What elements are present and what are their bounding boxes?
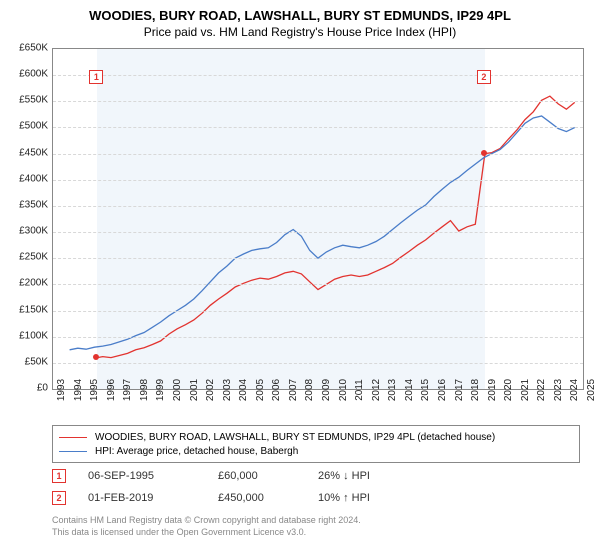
gridline bbox=[53, 180, 583, 181]
marker-dot bbox=[481, 150, 487, 156]
footer-line-1: Contains HM Land Registry data © Crown c… bbox=[52, 515, 361, 527]
legend-label: WOODIES, BURY ROAD, LAWSHALL, BURY ST ED… bbox=[95, 432, 495, 443]
annotation-row: 2 01-FEB-2019£450,00010% ↑ HPI bbox=[52, 487, 418, 509]
legend-swatch bbox=[59, 437, 87, 438]
x-tick-label: 2024 bbox=[569, 379, 580, 401]
x-tick-label: 2015 bbox=[420, 379, 431, 401]
x-tick-label: 1994 bbox=[73, 379, 84, 401]
gridline bbox=[53, 363, 583, 364]
series-line bbox=[97, 96, 574, 358]
x-tick-label: 2007 bbox=[288, 379, 299, 401]
footer-line-2: This data is licensed under the Open Gov… bbox=[52, 527, 361, 539]
y-tick-label: £400K bbox=[4, 173, 48, 184]
gridline bbox=[53, 154, 583, 155]
plot-area bbox=[52, 48, 584, 390]
x-tick-label: 2019 bbox=[487, 379, 498, 401]
marker-box: 1 bbox=[89, 70, 103, 84]
x-tick-label: 2025 bbox=[586, 379, 597, 401]
y-tick-label: £450K bbox=[4, 147, 48, 158]
x-tick-label: 2001 bbox=[189, 379, 200, 401]
x-tick-label: 1993 bbox=[56, 379, 67, 401]
x-tick-label: 2004 bbox=[238, 379, 249, 401]
y-tick-label: £350K bbox=[4, 199, 48, 210]
y-tick-label: £550K bbox=[4, 95, 48, 106]
x-tick-label: 1997 bbox=[122, 379, 133, 401]
x-tick-label: 2011 bbox=[354, 379, 365, 401]
x-tick-label: 2000 bbox=[172, 379, 183, 401]
y-tick-label: £200K bbox=[4, 278, 48, 289]
y-tick-label: £100K bbox=[4, 330, 48, 341]
x-tick-label: 2018 bbox=[470, 379, 481, 401]
annotation-price: £60,000 bbox=[218, 470, 318, 482]
gridline bbox=[53, 75, 583, 76]
annotation-marker: 2 bbox=[52, 491, 66, 505]
legend: WOODIES, BURY ROAD, LAWSHALL, BURY ST ED… bbox=[52, 425, 580, 463]
y-tick-label: £150K bbox=[4, 304, 48, 315]
legend-swatch bbox=[59, 451, 87, 452]
x-tick-label: 2017 bbox=[454, 379, 465, 401]
x-tick-label: 2023 bbox=[553, 379, 564, 401]
y-tick-label: £500K bbox=[4, 121, 48, 132]
x-tick-label: 1998 bbox=[139, 379, 150, 401]
marker-box: 2 bbox=[477, 70, 491, 84]
y-tick-label: £600K bbox=[4, 69, 48, 80]
annotation-price: £450,000 bbox=[218, 492, 318, 504]
annotation-date: 01-FEB-2019 bbox=[88, 492, 218, 504]
chart-lines bbox=[53, 49, 583, 389]
x-tick-label: 1995 bbox=[89, 379, 100, 401]
x-tick-label: 2010 bbox=[338, 379, 349, 401]
gridline bbox=[53, 232, 583, 233]
x-tick-label: 2013 bbox=[387, 379, 398, 401]
gridline bbox=[53, 337, 583, 338]
chart-subtitle: Price paid vs. HM Land Registry's House … bbox=[0, 23, 600, 45]
annotation-date: 06-SEP-1995 bbox=[88, 470, 218, 482]
gridline bbox=[53, 101, 583, 102]
x-tick-label: 2005 bbox=[255, 379, 266, 401]
marker-dot bbox=[93, 354, 99, 360]
legend-item: HPI: Average price, detached house, Babe… bbox=[59, 444, 573, 458]
x-tick-label: 2020 bbox=[503, 379, 514, 401]
y-tick-label: £0 bbox=[4, 383, 48, 394]
gridline bbox=[53, 206, 583, 207]
x-tick-label: 2003 bbox=[222, 379, 233, 401]
x-tick-label: 2006 bbox=[271, 379, 282, 401]
chart-container: WOODIES, BURY ROAD, LAWSHALL, BURY ST ED… bbox=[0, 0, 600, 560]
y-tick-label: £50K bbox=[4, 356, 48, 367]
x-tick-label: 2021 bbox=[520, 379, 531, 401]
x-tick-label: 1999 bbox=[155, 379, 166, 401]
annotation-row: 1 06-SEP-1995£60,00026% ↓ HPI bbox=[52, 465, 418, 487]
x-tick-label: 2009 bbox=[321, 379, 332, 401]
annotation-pct: 10% ↑ HPI bbox=[318, 492, 418, 504]
annotation-pct: 26% ↓ HPI bbox=[318, 470, 418, 482]
x-tick-label: 2008 bbox=[304, 379, 315, 401]
gridline bbox=[53, 127, 583, 128]
x-tick-label: 2012 bbox=[371, 379, 382, 401]
x-tick-label: 2022 bbox=[536, 379, 547, 401]
y-tick-label: £250K bbox=[4, 252, 48, 263]
x-tick-label: 2014 bbox=[404, 379, 415, 401]
gridline bbox=[53, 258, 583, 259]
gridline bbox=[53, 284, 583, 285]
x-tick-label: 2016 bbox=[437, 379, 448, 401]
gridline bbox=[53, 311, 583, 312]
legend-item: WOODIES, BURY ROAD, LAWSHALL, BURY ST ED… bbox=[59, 430, 573, 444]
annotation-marker: 1 bbox=[52, 469, 66, 483]
footer: Contains HM Land Registry data © Crown c… bbox=[52, 515, 361, 538]
y-tick-label: £650K bbox=[4, 43, 48, 54]
x-tick-label: 1996 bbox=[106, 379, 117, 401]
chart-title: WOODIES, BURY ROAD, LAWSHALL, BURY ST ED… bbox=[0, 0, 600, 23]
annotations: 1 06-SEP-1995£60,00026% ↓ HPI 2 01-FEB-2019… bbox=[52, 465, 418, 509]
y-tick-label: £300K bbox=[4, 226, 48, 237]
legend-label: HPI: Average price, detached house, Babe… bbox=[95, 446, 298, 457]
x-tick-label: 2002 bbox=[205, 379, 216, 401]
